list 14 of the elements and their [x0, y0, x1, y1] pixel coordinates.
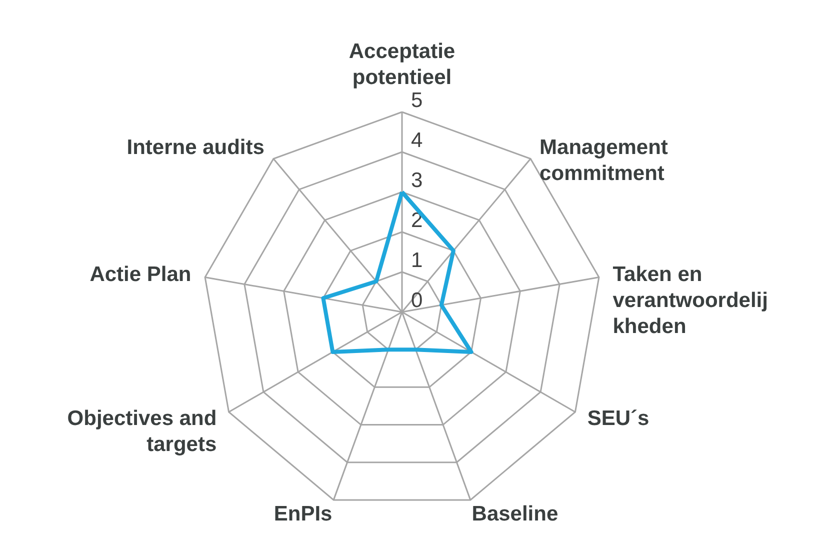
y-tick-label: 4 — [411, 129, 423, 152]
spoke-label: SEU´s — [587, 407, 650, 430]
y-tick-label: 0 — [411, 289, 423, 312]
spoke-label: Objectives and targets — [67, 407, 217, 456]
y-tick-label: 1 — [411, 249, 423, 272]
spoke-label: EnPIs — [274, 502, 332, 526]
y-tick-label: 3 — [411, 169, 423, 192]
spoke-label: Acceptatie potentieel — [348, 40, 456, 89]
spoke-label: Interne audits — [126, 136, 264, 160]
spoke-label: Management commitment — [540, 136, 668, 186]
y-tick-label: 5 — [411, 89, 423, 112]
spoke-label: Taken en verantwoordelijkheden — [612, 262, 768, 338]
spoke-label: Baseline — [472, 502, 558, 526]
spoke-label: Actie Plan — [90, 262, 192, 286]
